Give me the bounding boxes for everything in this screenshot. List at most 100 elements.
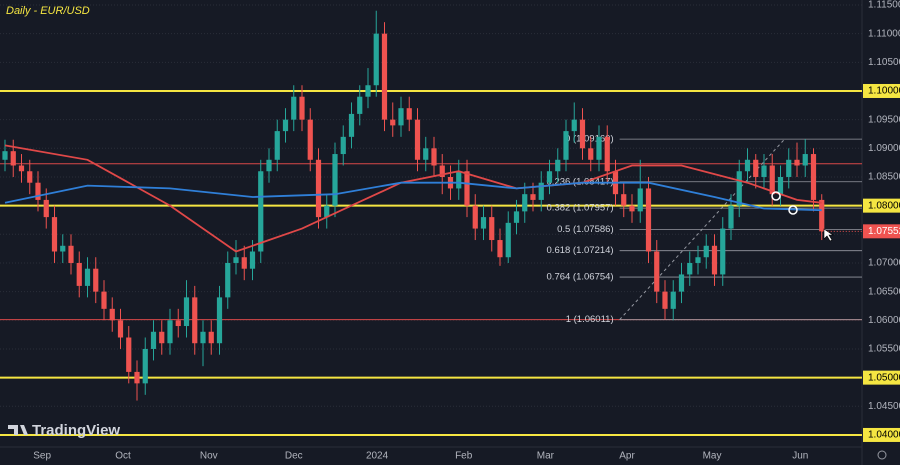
y-tick-label: 1.10000 <box>868 86 900 97</box>
candle-body <box>678 274 685 292</box>
fib-label: 0 (1.09160) <box>565 134 614 145</box>
logo: TradingView <box>8 422 120 439</box>
candle-body <box>769 165 775 195</box>
candle-body <box>101 291 107 309</box>
candle-body <box>423 148 429 160</box>
x-tick-label: May <box>703 451 722 462</box>
candle-body <box>720 228 726 275</box>
candle-body <box>258 171 264 252</box>
candle-body <box>332 154 338 206</box>
settings-icon[interactable] <box>877 450 887 460</box>
candle-body <box>200 331 206 344</box>
plot: 0 (1.09160) 0.236 (1.08417) 0.382 (1.07957… <box>0 4 862 436</box>
candle-body <box>703 245 709 258</box>
candle-body <box>134 371 140 384</box>
price-highlight <box>863 83 900 98</box>
x-tick-label: Oct <box>115 451 131 462</box>
candle-body <box>546 171 553 183</box>
candle-body <box>381 33 388 120</box>
x-tick-label: 2024 <box>366 451 389 462</box>
candle-body <box>2 151 8 160</box>
y-tick-label: 1.07000 <box>868 258 900 269</box>
candle-body <box>43 199 49 218</box>
x-tick-label: Jun <box>792 451 808 462</box>
candle-body <box>464 171 470 206</box>
y-tick-label: 1.08500 <box>868 172 900 183</box>
candle-body <box>711 245 718 275</box>
candle-body <box>819 199 825 232</box>
trend-line <box>619 138 785 321</box>
y-tick-label: 1.11000 <box>868 28 900 39</box>
candle-body <box>76 262 82 286</box>
candle-body <box>390 119 396 126</box>
candle-body <box>505 222 511 258</box>
y-tick-label: 1.09500 <box>868 114 900 125</box>
x-tick-label: Sep <box>33 451 51 462</box>
candle-body <box>192 297 198 344</box>
candle-body <box>315 159 322 218</box>
candle-body <box>299 96 305 120</box>
x-tick-label: Nov <box>200 451 218 462</box>
fib-label: 0.5 (1.07586) <box>557 224 614 235</box>
candle-body <box>109 308 115 321</box>
candle-body <box>563 131 569 160</box>
x-tick-label: Dec <box>285 451 303 462</box>
candle-body <box>439 165 445 177</box>
candle-body <box>373 33 379 86</box>
y-tick-label: 1.06000 <box>868 315 900 326</box>
logo-icon <box>8 425 28 435</box>
y-tick-label: 1.05500 <box>868 344 900 355</box>
candle-body <box>654 251 660 292</box>
watermark: TradingView <box>32 422 120 439</box>
candle-body <box>472 205 478 229</box>
candle-body <box>530 194 536 200</box>
candle-body <box>340 136 346 155</box>
candle-body <box>456 171 462 189</box>
fib-label: 1 (1.06011) <box>566 314 614 325</box>
candle-body <box>93 268 99 292</box>
candle-body <box>670 291 676 309</box>
candle-body <box>291 96 297 120</box>
candle-body <box>51 217 58 252</box>
cursor <box>823 228 834 242</box>
candle-body <box>183 297 190 327</box>
y-tick-label: 1.09000 <box>868 143 900 154</box>
candle-body <box>225 262 231 298</box>
candle-body <box>629 205 635 212</box>
candle-body <box>159 331 165 344</box>
price-highlight <box>863 370 900 385</box>
candle-body <box>365 85 371 97</box>
candle-body <box>621 194 627 206</box>
candle-body <box>60 245 66 252</box>
last-price-label: 1.07552 <box>868 226 900 237</box>
candle-body <box>777 176 784 195</box>
marker <box>788 205 798 215</box>
price-highlight <box>863 427 900 442</box>
candle-body <box>274 131 280 160</box>
fib-label: 0.236 (1.08417) <box>547 176 614 187</box>
candle-body <box>513 211 520 223</box>
candle-body <box>398 108 404 126</box>
candle-body <box>241 257 247 269</box>
candle-body <box>117 320 124 338</box>
candle-body <box>233 257 239 263</box>
candle-body <box>761 165 767 177</box>
candle-body <box>266 159 272 172</box>
candle-body <box>35 182 41 200</box>
candle-body <box>216 297 223 344</box>
y-tick-label: 1.08000 <box>868 200 900 211</box>
candle-body <box>596 136 602 160</box>
candle-body <box>794 159 800 166</box>
candle-body <box>588 148 594 160</box>
y-tick-label: 1.11500 <box>868 0 900 11</box>
candle-body <box>810 154 817 200</box>
candle-body <box>167 320 173 344</box>
candle-body <box>753 159 759 177</box>
candle-body <box>538 182 544 200</box>
candle-body <box>489 217 495 241</box>
candle-body <box>497 240 503 258</box>
candle-body <box>480 217 487 229</box>
candle-body <box>357 96 363 114</box>
y-tick-label: 1.04500 <box>868 401 900 412</box>
